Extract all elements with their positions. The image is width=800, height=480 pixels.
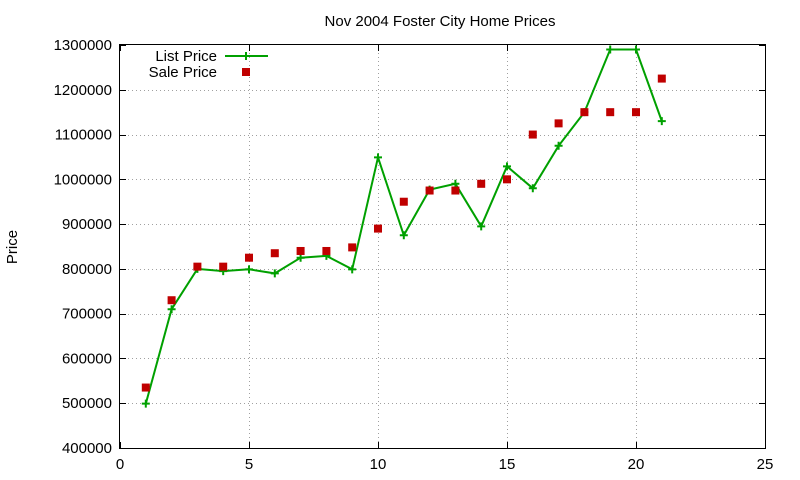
series-list-price [141,45,666,408]
y-tick-label: 400000 [62,440,112,457]
y-tick-label: 1300000 [54,37,112,54]
x-tick-label: 25 [757,456,774,473]
x-tick-label: 0 [116,456,124,473]
sale-price-point [503,175,511,184]
sale-price-point [167,296,176,305]
list-price-point [296,253,305,262]
tick-layer: 0 5 10 15 20 25 400000 500000 600000 700000 800000… [54,37,774,473]
x-tick-label: 15 [499,456,516,473]
y-tick-label: 900000 [62,216,112,233]
list-price-point [399,231,408,240]
y-tick-label: 600000 [62,350,112,367]
x-tick-label: 10 [370,456,387,473]
sale-price-point [193,262,202,271]
list-price-point [632,45,640,54]
list-price-line [144,48,663,404]
sale-price-point [399,197,408,206]
y-tick-label: 1100000 [55,127,112,144]
sale-price-point [477,179,486,188]
plot-frame [119,44,766,449]
list-price-point [528,184,537,193]
sale-price-point [528,130,537,139]
sale-price-point [141,383,150,392]
sale-price-point [270,249,279,258]
legend-plus-marker [242,52,250,60]
list-price-point [167,305,176,314]
sale-price-point [451,186,460,195]
list-price-point [657,117,666,126]
y-tick-label: 1000000 [54,171,112,188]
list-price-point [554,141,563,150]
sale-price-point [322,246,331,255]
series-layer [141,45,666,408]
sale-price-point [374,224,382,233]
sale-price-point [348,243,357,252]
list-price-point [606,45,615,54]
sale-price-point [245,253,253,262]
sale-price-point [425,186,434,195]
y-axis-label: Price [4,230,21,264]
list-price-point [245,265,253,274]
sale-price-point [219,262,228,271]
list-price-point [477,222,486,231]
y-tick-label: 1200000 [54,82,112,99]
sale-price-point [296,246,305,255]
y-tick-label: 500000 [62,395,112,412]
series-sale-price [141,74,666,392]
x-tick-label: 20 [628,456,645,473]
sale-price-point [632,108,640,117]
list-price-point [451,179,460,188]
chart-title: Nov 2004 Foster City Home Prices [325,13,556,30]
x-tick-label: 5 [245,456,253,473]
legend-label: Sale Price [149,64,217,81]
sale-price-point [657,74,666,83]
legend-label: List Price [155,48,217,65]
y-tick-label: 700000 [62,306,112,323]
sale-price-point [580,108,589,117]
legend-square-marker [242,68,250,76]
list-price-point [141,399,150,408]
grid-layer [120,45,765,448]
list-price-point [348,265,357,274]
sale-price-point [554,119,563,128]
list-price-point [503,162,511,171]
y-tick-label: 800000 [62,261,112,278]
list-price-point [270,269,279,278]
list-price-point [374,153,382,162]
sale-price-point [606,108,615,117]
